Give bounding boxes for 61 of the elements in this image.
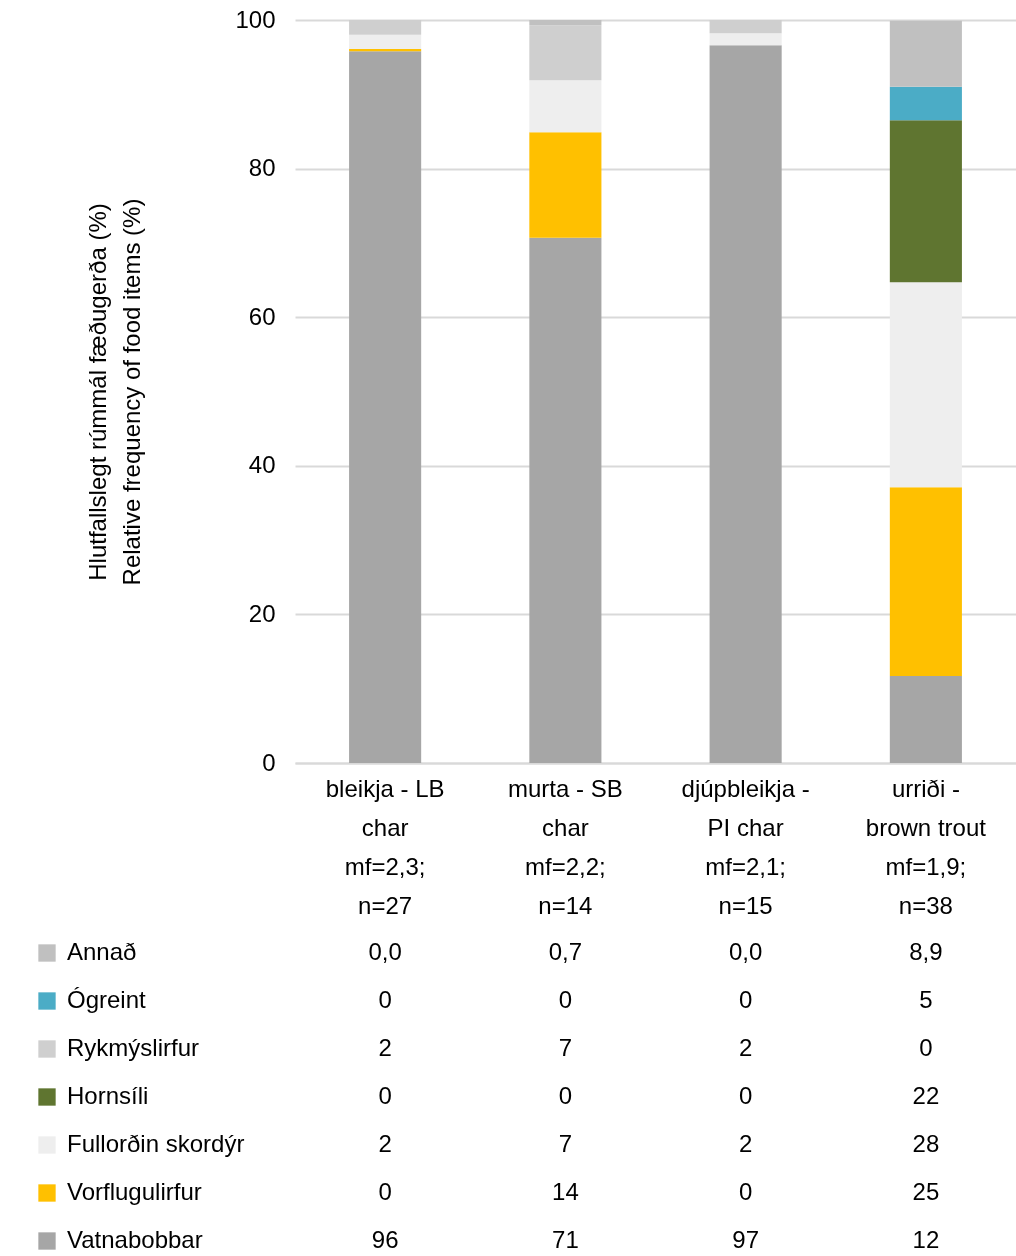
legend-label: Vatnabobbar [67,1226,203,1253]
y-tick-label: 60 [248,302,276,330]
data-label: 0 [738,986,753,1013]
data-label: 0,0 [368,938,402,965]
data-label: 96 [371,1226,399,1253]
legend-label: Fullorðin skordýr [67,1130,245,1157]
data-label: 0 [378,1178,392,1205]
y-axis-title: Hlutfallslegt rúmmál fæðugerða (%) Relative frequency of food items (%) [84,198,146,586]
data-label: 71 [552,1226,579,1253]
bar [889,282,962,488]
bar [349,34,422,49]
data-label: 28 [912,1130,940,1157]
legend-label: Annað [67,938,137,965]
legend-label: Rykmýslirfur [67,1034,199,1061]
data-label: 8,9 [909,938,943,965]
data-label: 0 [738,1178,753,1205]
data-label: 0 [919,1034,933,1061]
x-tick-label: urriði - brown trout mf=1,9; n=38 [865,774,987,919]
data-label: 97 [732,1226,759,1253]
data-label: 22 [912,1082,940,1109]
bar [889,20,962,87]
data-label: 0 [738,1082,753,1109]
data-label: 25 [912,1178,940,1205]
y-tick-label: 0 [262,748,276,776]
legend-label: Hornsíli [67,1082,149,1109]
legend-label: Ógreint [67,986,147,1013]
data-label: 2 [738,1130,753,1157]
data-label: 0,0 [728,938,763,965]
bar [529,132,602,238]
bar [529,237,602,763]
data-label: 0 [558,1082,573,1109]
bar [889,676,962,763]
bar [889,86,962,121]
x-tick-label: murta - SB char mf=2,2; n=14 [508,774,623,919]
bar [889,487,962,677]
data-label: 0,7 [548,938,583,965]
y-tick-label: 100 [235,5,276,33]
data-label: 0 [558,986,573,1013]
data-label: 7 [558,1034,573,1061]
data-label: 0 [378,986,392,1013]
y-tick-label: 80 [248,154,276,182]
data-label: 12 [912,1226,940,1253]
data-label: 0 [378,1082,392,1109]
data-label: 2 [378,1130,392,1157]
data-label: 7 [558,1130,573,1157]
bar [529,80,602,133]
data-label: 14 [552,1178,579,1205]
bar [529,25,602,81]
data-label: 5 [919,986,933,1013]
legend-label: Vorflugulirfur [67,1178,202,1205]
bar [709,45,782,763]
bar [889,120,962,283]
y-tick-label: 20 [248,599,276,627]
bar [349,51,422,763]
bar [709,33,782,46]
data-label: 2 [738,1034,753,1061]
y-tick-label: 40 [248,451,276,479]
x-tick-label: bleikja - LB char mf=2,3; n=27 [325,774,445,919]
x-tick-label: djúpbleikja - PI char mf=2,1; n=15 [681,774,810,919]
data-label: 2 [378,1034,392,1061]
bar [529,20,602,26]
